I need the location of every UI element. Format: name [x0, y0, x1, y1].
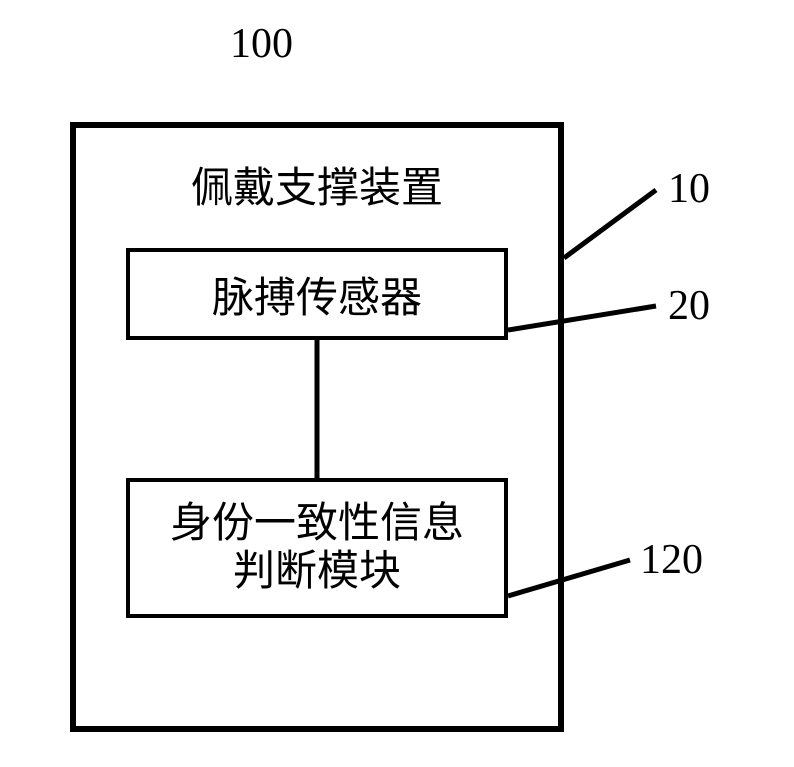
- leader-outer: [564, 190, 656, 258]
- sensor-box: 脉搏传感器: [126, 248, 508, 340]
- label-outer-ref: 10: [668, 165, 710, 213]
- module-box-line1: 身份一致性信息: [170, 500, 464, 548]
- module-box: 身份一致性信息 判断模块: [126, 478, 508, 618]
- module-box-line2: 判断模块: [233, 548, 401, 596]
- label-sensor-ref: 20: [668, 282, 710, 330]
- outer-box: 佩戴支撑装置: [70, 122, 564, 732]
- label-module-ref: 120: [640, 536, 703, 584]
- outer-box-title: 佩戴支撑装置: [191, 154, 443, 215]
- label-system-number: 100: [230, 20, 293, 68]
- sensor-box-text: 脉搏传感器: [212, 264, 422, 325]
- diagram-canvas: { "type": "block-diagram", "canvas": { "…: [0, 0, 794, 767]
